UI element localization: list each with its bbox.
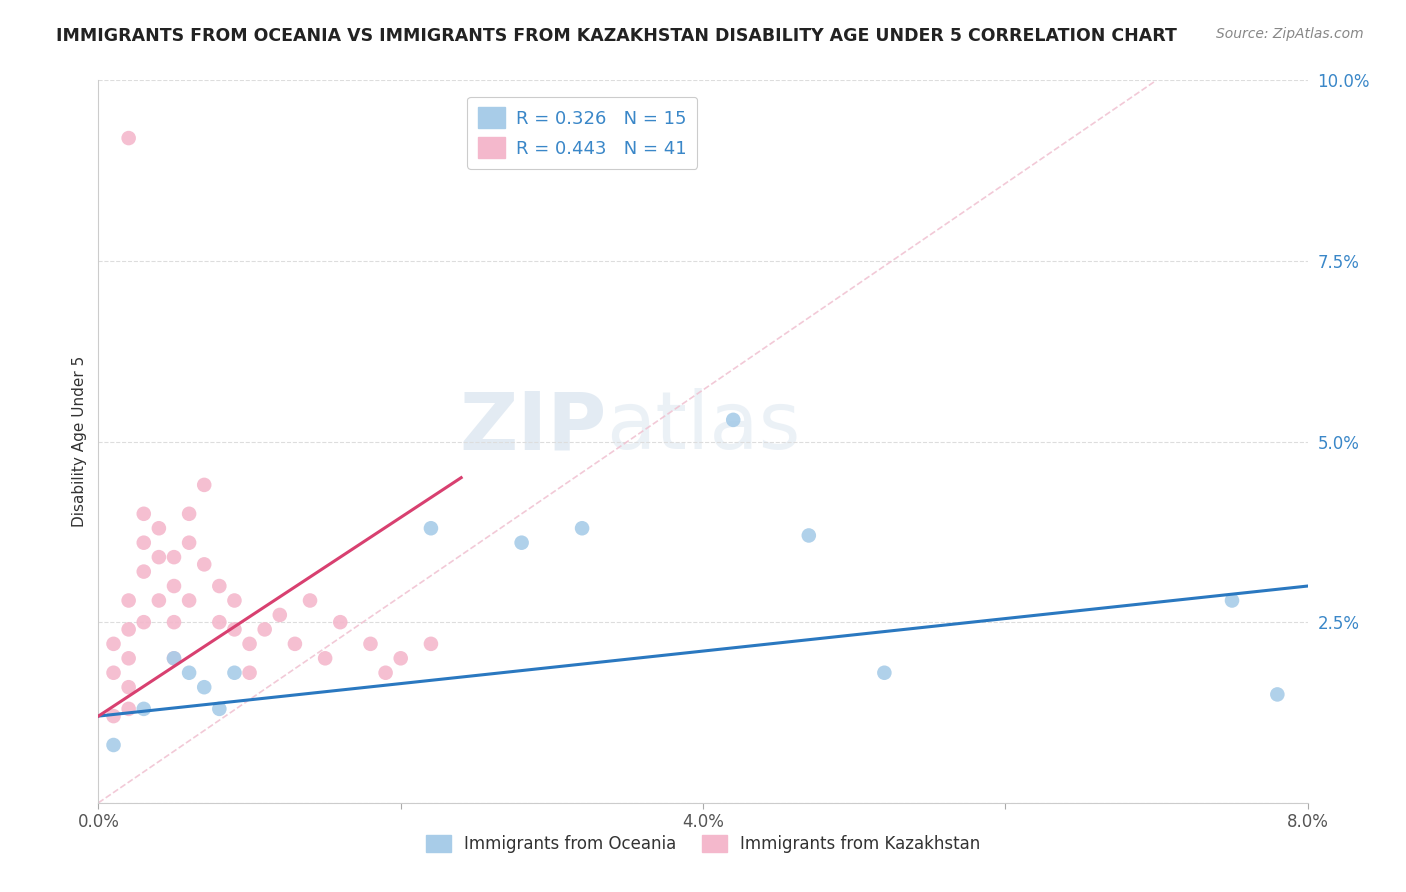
Point — [103, 665, 125, 680]
Point — [132, 507, 155, 521]
Point — [208, 702, 231, 716]
Point — [132, 535, 155, 549]
Y-axis label: Disability Age Under 5: Disability Age Under 5 — [72, 356, 87, 527]
Point — [208, 615, 231, 630]
Point — [132, 702, 155, 716]
Point — [329, 615, 352, 630]
Point — [420, 637, 443, 651]
Point — [224, 593, 246, 607]
Point — [148, 550, 170, 565]
Point — [224, 665, 246, 680]
Point — [103, 738, 125, 752]
Point — [148, 593, 170, 607]
Point — [163, 651, 186, 665]
Point — [374, 665, 396, 680]
Point — [193, 558, 215, 572]
Text: atlas: atlas — [606, 388, 800, 467]
Point — [103, 637, 125, 651]
Point — [118, 131, 141, 145]
Text: Source: ZipAtlas.com: Source: ZipAtlas.com — [1216, 27, 1364, 41]
Point — [118, 702, 141, 716]
Point — [1220, 593, 1243, 607]
Text: ZIP: ZIP — [458, 388, 606, 467]
Point — [163, 615, 186, 630]
Point — [179, 535, 201, 549]
Point — [163, 550, 186, 565]
Point — [163, 651, 186, 665]
Point — [420, 521, 443, 535]
Point — [239, 665, 262, 680]
Text: IMMIGRANTS FROM OCEANIA VS IMMIGRANTS FROM KAZAKHSTAN DISABILITY AGE UNDER 5 COR: IMMIGRANTS FROM OCEANIA VS IMMIGRANTS FR… — [56, 27, 1177, 45]
Point — [269, 607, 291, 622]
Point — [179, 593, 201, 607]
Point — [389, 651, 412, 665]
Point — [1267, 687, 1289, 701]
Point — [103, 709, 125, 723]
Point — [723, 413, 745, 427]
Point — [148, 521, 170, 535]
Point — [510, 535, 533, 549]
Legend: Immigrants from Oceania, Immigrants from Kazakhstan: Immigrants from Oceania, Immigrants from… — [419, 828, 987, 860]
Point — [132, 615, 155, 630]
Point — [571, 521, 593, 535]
Point — [132, 565, 155, 579]
Point — [797, 528, 820, 542]
Point — [239, 637, 262, 651]
Point — [284, 637, 307, 651]
Point — [163, 579, 186, 593]
Point — [253, 623, 276, 637]
Point — [179, 665, 201, 680]
Point — [299, 593, 322, 607]
Point — [314, 651, 336, 665]
Point — [118, 651, 141, 665]
Point — [118, 593, 141, 607]
Point — [118, 623, 141, 637]
Point — [118, 680, 141, 694]
Point — [224, 623, 246, 637]
Point — [873, 665, 896, 680]
Point — [193, 478, 215, 492]
Point — [208, 579, 231, 593]
Point — [360, 637, 382, 651]
Point — [193, 680, 215, 694]
Point — [179, 507, 201, 521]
